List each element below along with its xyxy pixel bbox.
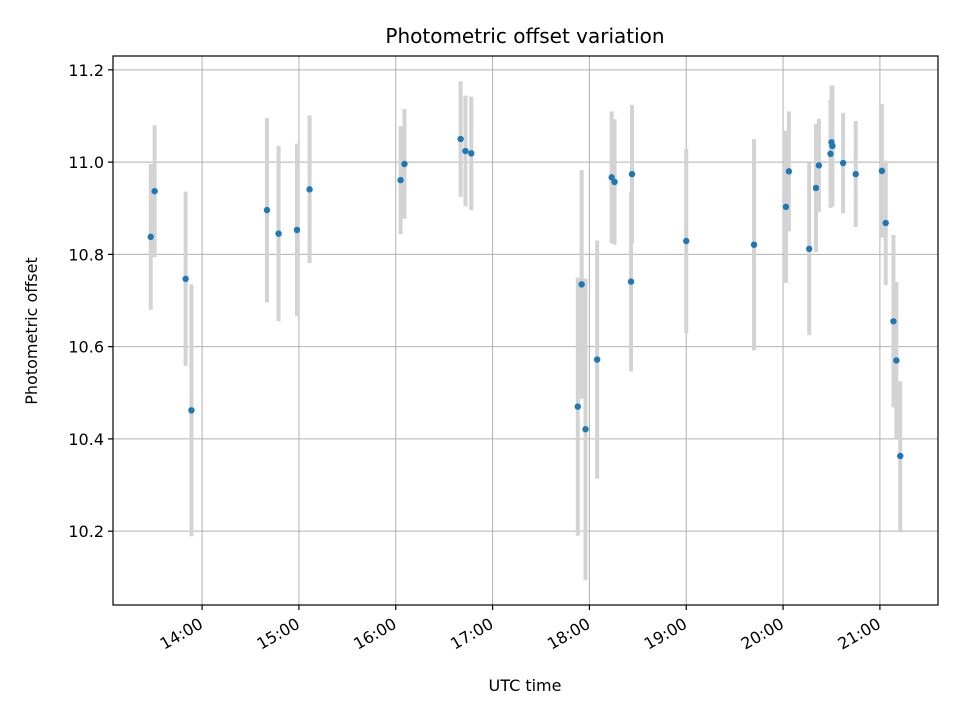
data-point [275, 230, 282, 237]
y-tick-label: 10.6 [68, 338, 104, 357]
data-points [147, 135, 904, 460]
data-point [182, 275, 189, 283]
plot-frame [112, 55, 939, 606]
data-point [608, 174, 615, 181]
data-point [306, 186, 313, 193]
data-point [151, 187, 158, 195]
data-point [893, 357, 900, 364]
data-point [147, 233, 154, 241]
y-tick-label: 10.8 [68, 245, 104, 264]
data-point [815, 162, 823, 169]
data-point [878, 167, 886, 175]
data-point [627, 278, 635, 285]
data-point [852, 170, 859, 178]
data-point [782, 203, 790, 211]
chart-title: Photometric offset variation [385, 24, 664, 48]
data-point [582, 426, 589, 433]
data-point [457, 135, 464, 143]
x-axis-label: UTC time [489, 676, 562, 695]
data-point [578, 281, 585, 288]
data-point [812, 184, 820, 192]
data-point [611, 178, 618, 186]
data-point [897, 452, 904, 460]
y-tick-label: 10.2 [68, 522, 104, 541]
y-tick-label: 10.4 [68, 430, 104, 449]
data-point [829, 142, 836, 150]
data-point [785, 168, 793, 175]
y-axis-ticks: 10.2 10.4 10.6 10.8 11.0 11.2 [68, 61, 113, 541]
data-point [593, 356, 601, 363]
data-point [468, 150, 475, 157]
data-point [188, 407, 195, 414]
data-point [574, 403, 581, 410]
y-tick-label: 11.0 [68, 153, 104, 172]
data-point [806, 245, 813, 253]
plot-background [113, 56, 938, 605]
data-point [397, 176, 404, 184]
data-point [750, 241, 758, 248]
data-point [263, 206, 271, 214]
data-point [890, 318, 897, 325]
data-point [401, 160, 408, 168]
y-axis-label: Photometric offset [22, 257, 41, 405]
data-point [462, 147, 469, 155]
grid [113, 56, 938, 605]
data-point [293, 226, 301, 234]
data-point [683, 237, 690, 245]
plot-area [113, 56, 938, 605]
data-point [628, 170, 636, 178]
data-point [839, 159, 847, 167]
y-tick-label: 11.2 [68, 61, 104, 80]
data-point [827, 150, 834, 158]
data-point [882, 219, 889, 227]
